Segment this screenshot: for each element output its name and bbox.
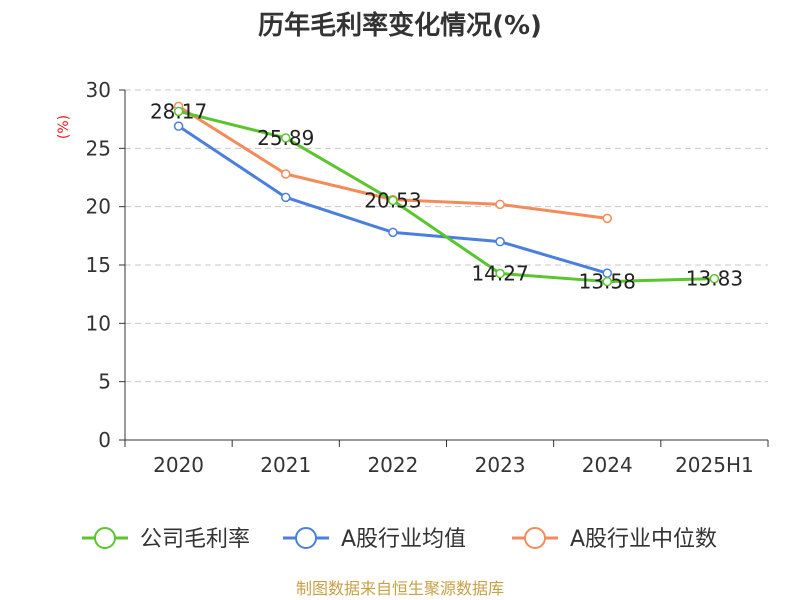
legend-label: A股行业中位数 — [570, 527, 717, 552]
legend-item-0[interactable]: 公司毛利率 — [82, 527, 250, 552]
data-point — [709, 273, 720, 284]
legend-item-2[interactable]: A股行业中位数 — [512, 527, 717, 552]
x-tick-label: 2021 — [260, 453, 311, 477]
y-tick-label: 30 — [86, 78, 111, 102]
series-1 — [173, 121, 612, 278]
y-tick-label: 10 — [86, 311, 111, 335]
axes: 0 5 10 15 20 25 30 2020 2021 2022 2023 2024 2025H1 — [86, 78, 769, 477]
data-label: 20.53 — [364, 188, 421, 212]
data-point — [495, 236, 505, 247]
y-tick-label: 15 — [86, 253, 111, 277]
data-point — [495, 199, 505, 210]
legend-label: A股行业均值 — [341, 527, 466, 552]
legend: 公司毛利率 A股行业均值 A股行业中位数 — [82, 527, 717, 552]
data-point — [388, 195, 398, 206]
data-labels: 28.17 25.89 20.53 14.27 13.58 13.83 — [150, 99, 743, 293]
data-label: 13.58 — [579, 270, 636, 294]
data-point — [173, 121, 184, 131]
y-tick-label: 25 — [86, 136, 111, 160]
series-0 — [173, 106, 720, 287]
legend-swatch-marker — [94, 527, 116, 549]
x-tick-label: 2024 — [582, 453, 633, 477]
x-tick-label: 2023 — [475, 453, 526, 477]
y-tick-label: 5 — [98, 370, 111, 394]
x-tick-label: 2020 — [153, 453, 204, 477]
series-line — [178, 109, 715, 284]
data-point — [388, 227, 398, 238]
legend-item-1[interactable]: A股行业均值 — [283, 527, 466, 552]
legend-swatch-marker — [524, 527, 546, 549]
x-tick-label: 2022 — [367, 453, 418, 477]
data-point — [602, 276, 612, 287]
data-point — [495, 268, 505, 279]
data-label: 13.83 — [686, 267, 743, 291]
data-point — [281, 133, 291, 143]
data-label: 28.17 — [150, 99, 207, 123]
x-tick-label: 2025H1 — [675, 453, 754, 477]
y-tick-label: 20 — [86, 195, 111, 219]
data-point — [281, 192, 291, 203]
grid-lines — [125, 89, 768, 383]
data-label: 25.89 — [257, 126, 314, 150]
data-label: 14.27 — [471, 262, 528, 286]
data-point — [173, 106, 184, 117]
legend-label: 公司毛利率 — [140, 527, 250, 552]
series-layer — [173, 101, 720, 287]
data-point — [602, 213, 612, 224]
data-point — [281, 169, 291, 179]
y-axis-label: (%) — [56, 115, 72, 139]
y-tick-label: 0 — [98, 428, 111, 452]
legend-swatch-marker — [295, 527, 317, 549]
chart-title: 历年毛利率变化情况(%) — [258, 10, 542, 41]
source-note: 制图数据来自恒生聚源数据库 — [296, 579, 504, 598]
